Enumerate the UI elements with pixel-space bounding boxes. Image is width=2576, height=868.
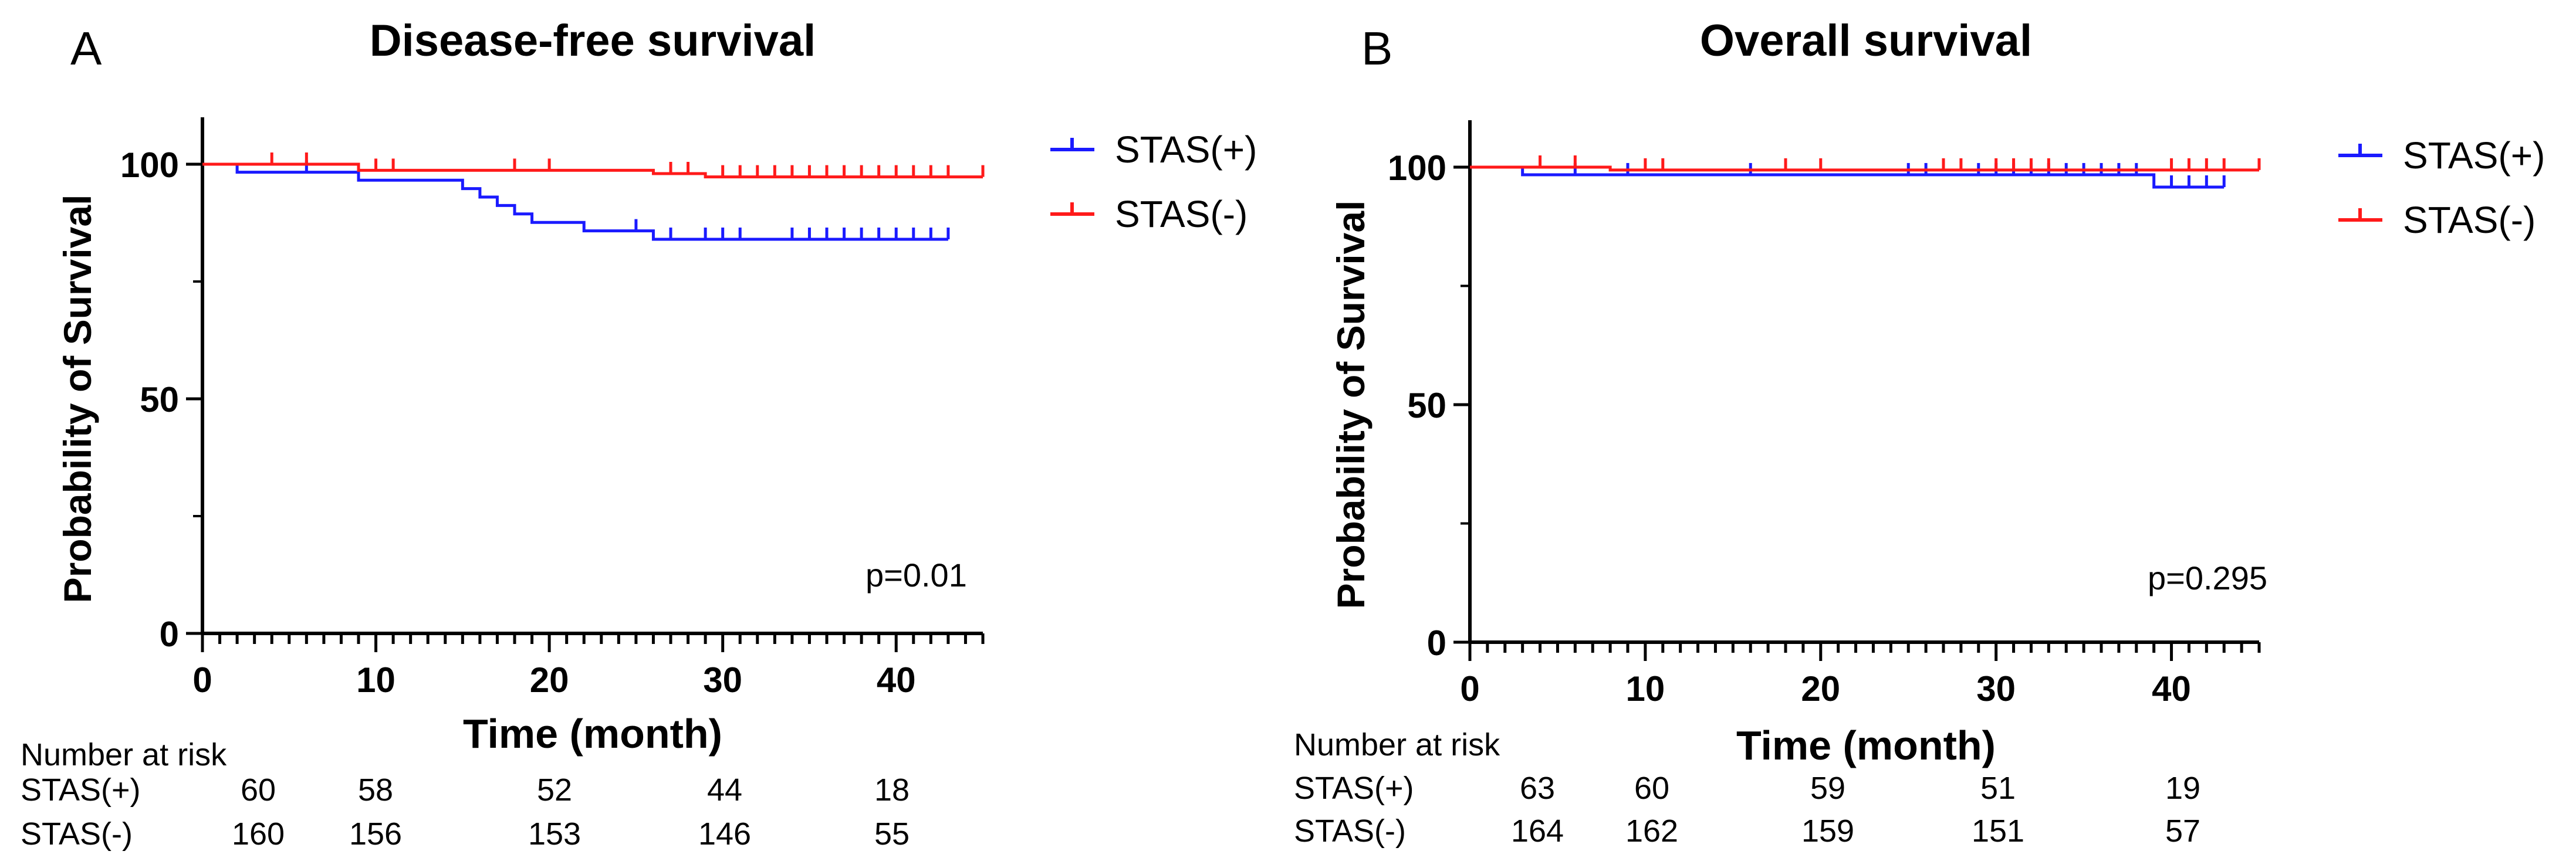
panel-letter: B (1361, 22, 1392, 74)
risk-value: 18 (874, 772, 910, 808)
y-tick-label: 100 (120, 145, 179, 185)
risk-value: 160 (232, 816, 285, 852)
risk-value: 153 (528, 816, 581, 852)
x-tick-label: 40 (877, 660, 916, 700)
legend-label: STAS(+) (2403, 134, 2545, 177)
risk-row-label: STAS(+) (21, 772, 141, 808)
y-tick-label: 0 (160, 615, 179, 654)
y-tick-label: 100 (1388, 148, 1446, 188)
risk-row-label: STAS(+) (1294, 771, 1414, 806)
panel-letter: A (70, 22, 102, 74)
x-tick-label: 20 (1801, 669, 1840, 708)
risk-value: 151 (1972, 813, 2024, 849)
risk-value: 159 (1801, 813, 1854, 849)
p-value: p=0.01 (866, 557, 967, 594)
chart-title: Overall survival (1700, 16, 2032, 66)
risk-value: 156 (349, 816, 402, 852)
x-tick-label: 30 (703, 660, 742, 700)
legend-label: STAS(-) (1115, 193, 1248, 235)
y-axis-label: Probability of Survival (1329, 201, 1372, 609)
risk-value: 44 (707, 772, 742, 808)
km-curve-stas-pos (202, 162, 948, 241)
y-tick-label: 50 (1407, 386, 1446, 425)
y-tick-label: 50 (140, 380, 179, 419)
risk-value: 164 (1511, 813, 1564, 849)
risk-table-header: Number at risk (1294, 727, 1500, 762)
legend-label: STAS(-) (2403, 199, 2536, 241)
risk-row-label: STAS(-) (1294, 813, 1406, 849)
km-curve-stas-neg (1470, 165, 2259, 172)
risk-value: 51 (1980, 771, 2016, 806)
risk-value: 60 (1634, 771, 1669, 806)
legend-label: STAS(+) (1115, 128, 1257, 171)
risk-value: 162 (1625, 813, 1678, 849)
risk-value: 19 (2165, 771, 2200, 806)
risk-value: 58 (358, 772, 393, 808)
chart-title: Disease-free survival (370, 16, 816, 66)
risk-value: 146 (698, 816, 751, 852)
risk-value: 60 (241, 772, 276, 808)
x-tick-label: 10 (356, 660, 395, 700)
x-tick-label: 20 (530, 660, 569, 700)
x-tick-label: 0 (1460, 669, 1479, 708)
panel-b: B Overall survival 0 10 20 30 40 0 50 100 Probabil… (1294, 16, 2545, 849)
x-tick-label: 0 (192, 660, 212, 700)
panel-a: A Disease-free survival 0 10 20 30 40 0 50 100 Pro… (21, 16, 1257, 852)
x-axis-label: Time (month) (463, 711, 722, 757)
km-curve-stas-neg (202, 162, 983, 179)
p-value: p=0.295 (2148, 560, 2267, 596)
x-tick-label: 30 (1976, 669, 2016, 708)
risk-value: 59 (1810, 771, 1845, 806)
risk-row-label: STAS(-) (21, 816, 133, 852)
risk-value: 55 (874, 816, 910, 852)
x-tick-label: 40 (2152, 669, 2191, 708)
risk-value: 52 (537, 772, 572, 808)
x-tick-label: 10 (1626, 669, 1665, 708)
y-tick-label: 0 (1427, 623, 1446, 663)
risk-table-header: Number at risk (21, 737, 227, 772)
risk-value: 63 (1520, 771, 1555, 806)
x-axis-label: Time (month) (1736, 723, 1996, 768)
y-axis-label: Probability of Survival (56, 195, 99, 603)
risk-value: 57 (2165, 813, 2200, 849)
